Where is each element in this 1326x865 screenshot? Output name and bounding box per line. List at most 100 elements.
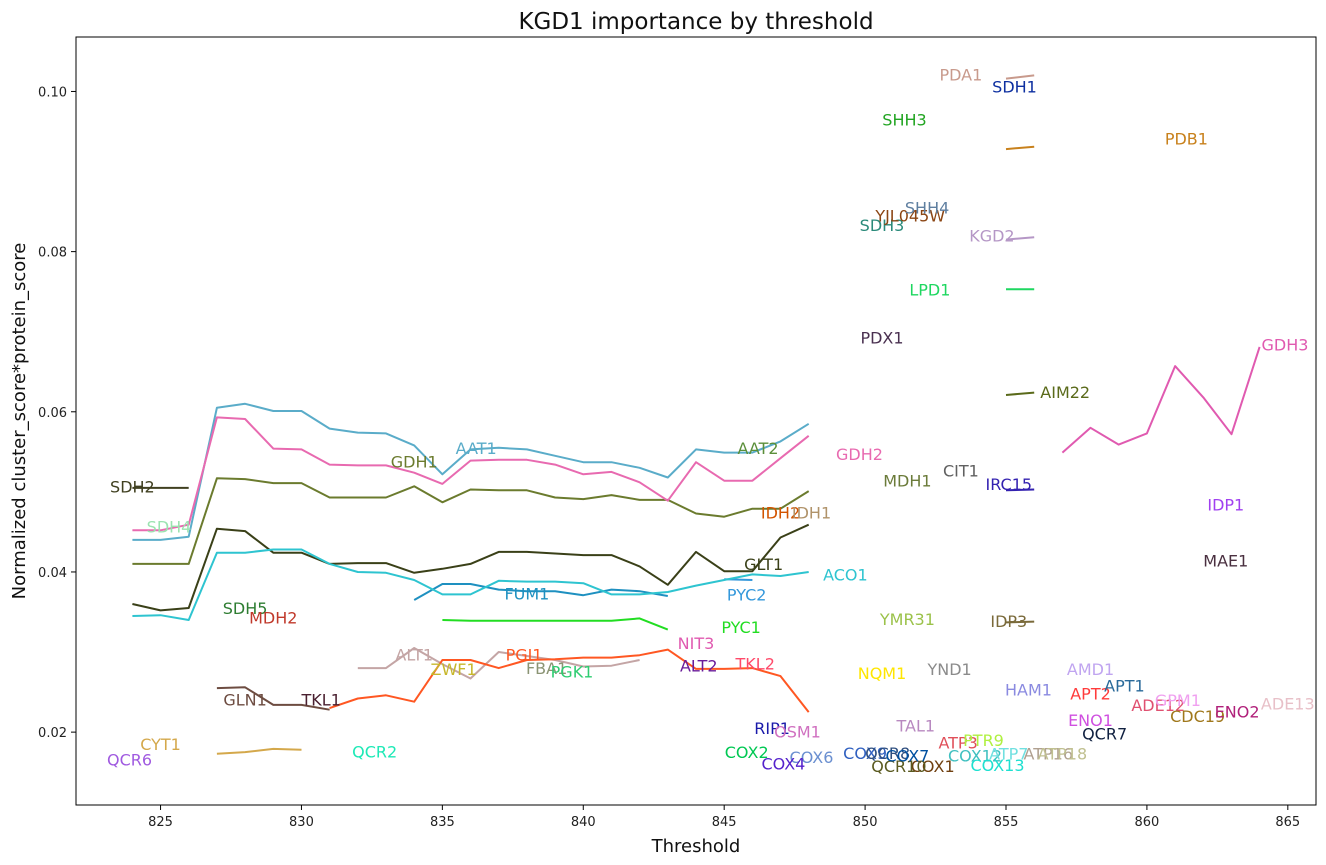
- chart-title: KGD1 importance by threshold: [518, 9, 873, 35]
- series-label-nqm1: NQM1: [858, 664, 907, 683]
- series-line-fum1: [413, 583, 668, 601]
- y-axis-title: Normalized cluster_score*protein_score: [9, 243, 30, 600]
- y-axis-ticks: 0.02 0.04 0.06 0.08 0.10: [38, 85, 76, 741]
- series-label-pyc2: PYC2: [727, 585, 767, 604]
- series-label-cox9: COX9: [843, 744, 887, 763]
- x-tick-label: 840: [571, 815, 596, 830]
- series-label-idp1: IDP1: [1207, 496, 1244, 515]
- series-label-yjl045w: YJL045W: [874, 207, 945, 226]
- series-label-qcr10: QCR10: [871, 757, 926, 776]
- series-label-aat1: AAT1: [456, 439, 497, 458]
- series-label-pgk1: PGK1: [551, 662, 594, 681]
- series-label-pdx1: PDX1: [860, 328, 903, 347]
- series-label-atp3: ATP3: [938, 734, 977, 753]
- series-line-irc15: [1005, 488, 1035, 492]
- x-axis-title: Threshold: [651, 836, 741, 857]
- series-label-shh3: SHH3: [882, 111, 926, 130]
- y-tick-label: 0.04: [38, 566, 67, 581]
- series-label-osm1: OSM1: [774, 722, 821, 741]
- series-label-alt2: ALT2: [680, 657, 718, 676]
- series-line-pda1: [1005, 74, 1035, 80]
- series-line-gdh3: [1061, 346, 1261, 454]
- series-label-ptr9: PTR9: [963, 731, 1004, 750]
- series-label-qcr6: QCR6: [107, 750, 152, 769]
- series-label-cit1: CIT1: [943, 461, 979, 480]
- x-tick-label: 835: [430, 815, 455, 830]
- series-line-gdh2: [132, 416, 810, 532]
- series-label-rip1: RIP1: [754, 719, 790, 738]
- series-label-cox6: COX6: [790, 748, 834, 767]
- series-line-kgd2: [1005, 236, 1035, 241]
- series-label-kgd2: KGD2: [969, 227, 1014, 246]
- series-label-lpd1: LPD1: [909, 280, 950, 299]
- series-label-aco1: ACO1: [823, 565, 868, 584]
- series-label-eno1: ENO1: [1068, 711, 1113, 730]
- series-line-aat1: [132, 402, 810, 541]
- x-tick-label: 865: [1275, 815, 1300, 830]
- y-tick-label: 0.06: [38, 406, 67, 421]
- series-label-sdh3: SDH3: [860, 216, 905, 235]
- series-layer: [132, 74, 1261, 755]
- series-label-tkl2: TKL2: [735, 654, 775, 673]
- series-label-atp7: ATP7: [989, 745, 1028, 764]
- series-label-gdh2: GDH2: [836, 445, 883, 464]
- series-label-tal1: TAL1: [896, 717, 936, 736]
- series-label-sdh2: SDH2: [110, 477, 155, 496]
- series-label-qcr7: QCR7: [1082, 725, 1127, 744]
- series-label-idh1: IDH1: [792, 504, 831, 523]
- y-tick-label: 0.10: [38, 85, 67, 100]
- series-label-apt2: APT2: [1070, 685, 1111, 704]
- series-label-zwf1: ZWF1: [431, 660, 477, 679]
- y-tick-label: 0.08: [38, 246, 67, 261]
- x-tick-label: 825: [148, 815, 173, 830]
- series-label-glt1: GLT1: [744, 555, 783, 574]
- series-label-shh4: SHH4: [905, 199, 949, 218]
- series-line-aco1: [132, 548, 809, 621]
- series-label-fum1: FUM1: [504, 585, 549, 604]
- series-line-glt1: [132, 523, 810, 612]
- series-label-irc15: IRC15: [986, 475, 1033, 494]
- series-line-pyc1: [442, 617, 669, 631]
- plot-area-frame: [75, 36, 1317, 806]
- x-tick-label: 830: [289, 815, 314, 830]
- series-label-gdh3: GDH3: [1262, 336, 1309, 355]
- series-label-nit3: NIT3: [678, 634, 715, 653]
- y-tick-label: 0.02: [38, 726, 67, 741]
- series-line-pdb1: [1005, 145, 1035, 151]
- x-tick-label: 855: [994, 815, 1019, 830]
- x-tick-label: 850: [853, 815, 878, 830]
- series-label-cdc19: CDC19: [1170, 707, 1225, 726]
- series-label-cox7: COX7: [885, 746, 929, 765]
- series-label-idh2: IDH2: [761, 504, 800, 523]
- series-label-aim22: AIM22: [1040, 383, 1090, 402]
- series-label-pgi1: PGI1: [506, 645, 543, 664]
- series-label-sdh4: SDH4: [147, 517, 192, 536]
- series-line-gdh1: [132, 477, 810, 565]
- series-label-cox2: COX2: [725, 743, 769, 762]
- series-label-cyt1: CYT1: [140, 735, 181, 754]
- series-line-gln1: [216, 686, 330, 711]
- series-label-mdh1: MDH1: [883, 472, 931, 491]
- series-label-idp3: IDP3: [990, 612, 1027, 631]
- series-label-qcr8: QCR8: [865, 744, 910, 763]
- series-label-fba1: FBA1: [526, 659, 567, 678]
- series-label-mdh2: MDH2: [249, 609, 297, 628]
- series-label-pyc1: PYC1: [721, 618, 761, 637]
- series-label-alt1: ALT1: [395, 645, 433, 664]
- series-label-mae1: MAE1: [1203, 552, 1248, 571]
- series-label-atp18: ATP18: [1038, 745, 1087, 764]
- series-label-amd1: AMD1: [1067, 660, 1114, 679]
- series-label-atp16: ATP16: [1024, 745, 1073, 764]
- series-label-cox4: COX4: [761, 754, 805, 773]
- x-tick-label: 845: [712, 815, 737, 830]
- series-line-cyt1: [216, 747, 302, 755]
- series-label-ymr31: YMR31: [879, 610, 935, 629]
- series-label-sdh1: SDH1: [992, 78, 1037, 97]
- series-label-ham1: HAM1: [1005, 681, 1052, 700]
- x-tick-label: 860: [1134, 815, 1159, 830]
- series-label-sdh5: SDH5: [223, 599, 268, 618]
- series-label-eno2: ENO2: [1215, 702, 1260, 721]
